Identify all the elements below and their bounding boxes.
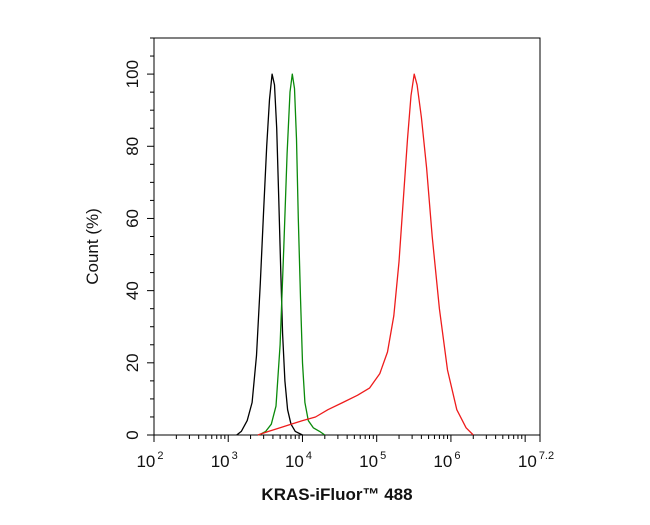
x-axis-label: KRAS-iFluor™ 488 (261, 485, 412, 504)
y-tick-label: 20 (123, 353, 142, 372)
histogram-series-2 (258, 73, 326, 436)
y-axis: 0 20 40 60 80 100 (123, 37, 154, 440)
y-axis-label: Count (%) (83, 208, 102, 285)
plot-frame (153, 37, 541, 436)
y-tick-label: 40 (123, 281, 142, 300)
x-tick-exponent: 3 (232, 450, 238, 462)
x-tick-label: 10 6 (433, 450, 460, 471)
histogram-curves (236, 73, 474, 436)
histogram-series-1 (236, 73, 303, 436)
x-tick-exponent: 2 (157, 450, 163, 462)
plot-area (153, 37, 541, 436)
y-tick-label: 100 (123, 60, 142, 88)
y-tick-label: 0 (123, 430, 142, 439)
x-tick-exponent: 4 (306, 450, 312, 462)
x-tick-exponent: 5 (380, 450, 386, 462)
x-tick-base: 10 (518, 452, 537, 471)
x-tick-label: 10 2 (136, 450, 163, 471)
y-tick-label: 80 (123, 137, 142, 156)
x-tick-base: 10 (433, 452, 452, 471)
x-tick-label: 10 7.2 (518, 450, 554, 471)
x-tick-exponent: 6 (454, 450, 460, 462)
x-tick-base: 10 (285, 452, 304, 471)
x-tick-label: 10 3 (211, 450, 238, 471)
histogram-series-3 (257, 73, 474, 436)
y-tick-label: 60 (123, 209, 142, 228)
x-tick-base: 10 (211, 452, 230, 471)
x-tick-base: 10 (359, 452, 378, 471)
x-tick-base: 10 (136, 452, 155, 471)
x-axis: 10 2 10 3 10 4 10 5 10 6 10 7.2 (136, 435, 554, 471)
x-tick-label: 10 4 (285, 450, 312, 471)
x-tick-label: 10 5 (359, 450, 386, 471)
x-tick-exponent: 7.2 (539, 450, 554, 462)
